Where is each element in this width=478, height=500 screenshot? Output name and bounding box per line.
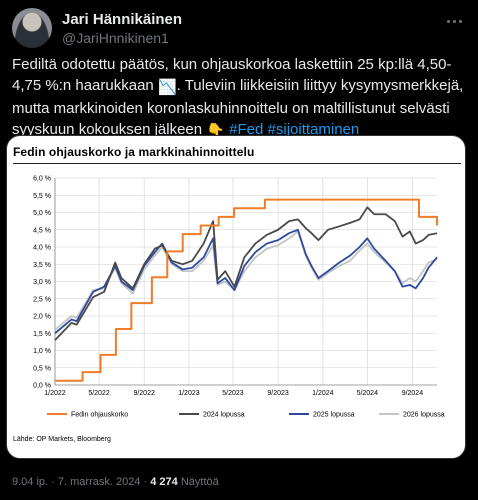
title-rule <box>13 163 461 164</box>
y-tick-label: 1,5 % <box>33 331 51 338</box>
y-tick-label: 1,0 % <box>33 348 51 355</box>
y-tick-label: 4,5 % <box>33 227 51 234</box>
tweet-date[interactable]: 7. marrask. 2024 <box>57 476 141 488</box>
meta-separator-2: · <box>143 476 148 488</box>
y-tick-label: 4,0 % <box>33 245 51 252</box>
series-line-3 <box>54 228 438 334</box>
series-line-1 <box>55 198 438 382</box>
legend-label: Fedin ohjauskorko <box>71 412 128 419</box>
x-tick-label: 1/2023 <box>178 390 200 397</box>
legend-label: 2026 lopussa <box>403 412 445 419</box>
tweet-meta: 9.04 ip. · 7. marrask. 2024 · 4 274 Näyt… <box>12 476 219 488</box>
legend-label: 2025 lopussa <box>313 412 355 419</box>
more-dots-icon[interactable] <box>442 12 466 30</box>
tweet-header: Jari Hännikäinen @JariHnnikinen1 <box>12 8 466 48</box>
y-tick-label: 6,0 % <box>33 176 51 183</box>
tweet-text: Fediltä odotettu päätös, kun ohjauskorko… <box>12 54 468 142</box>
x-tick-label: 5/2022 <box>88 390 110 397</box>
y-tick-label: 0,0 % <box>33 383 51 390</box>
view-label: Näyttöä <box>180 476 219 488</box>
legend-label: 2024 lopussa <box>203 412 245 419</box>
view-count: 4 274 <box>150 476 178 488</box>
tweet-text-part1: Fediltä odotettu päätös, kun ohjauskorko… <box>12 56 452 94</box>
y-tick-label: 0,5 % <box>33 365 51 372</box>
y-tick-label: 2,0 % <box>33 314 51 321</box>
x-tick-label: 5/2023 <box>222 390 244 397</box>
x-tick-label: 5/2024 <box>357 390 379 397</box>
x-tick-label: 1/2024 <box>312 390 334 397</box>
author-name[interactable]: Jari Hännikäinen <box>62 11 183 28</box>
chart-svg: 0,0 % 0,5 % 1,0 % 1,5 % 2,0 % 2,5 % 3,0 % 3,5 %… <box>33 176 445 419</box>
hashtag-sijoittaminen[interactable]: #sijoittaminen <box>267 121 360 138</box>
chart-decreasing-emoji: 📉 <box>157 79 177 96</box>
y-tick-label: 5,5 % <box>33 193 51 200</box>
chart-title: Fedin ohjauskorko ja markkinahinnoittelu <box>13 145 255 159</box>
avatar[interactable] <box>12 8 52 48</box>
series-line-4 <box>54 230 438 331</box>
x-tick-label: 9/2023 <box>267 390 289 397</box>
hashtag-fed[interactable]: #Fed <box>229 121 264 138</box>
tweet-text-part2: . Tuleviin liikkeisiin liittyy kysymysme… <box>12 77 464 138</box>
x-tick-label: 1/2022 <box>44 390 66 397</box>
y-tick-label: 3,5 % <box>33 262 51 269</box>
x-tick-label: 9/2024 <box>402 390 424 397</box>
tweet-time[interactable]: 9.04 ip. <box>12 476 49 488</box>
chart-source: Lähde: OP Markets, Bloomberg <box>13 436 111 443</box>
meta-separator-1: · <box>51 476 55 488</box>
x-tick-label: 9/2022 <box>133 390 155 397</box>
series-line-2 <box>54 206 438 341</box>
y-tick-label: 5,0 % <box>33 210 51 217</box>
chart-image[interactable]: Fedin ohjauskorko ja markkinahinnoittelu… <box>6 135 466 459</box>
author-handle[interactable]: @JariHnnikinen1 <box>62 30 169 46</box>
y-tick-label: 3,0 % <box>33 279 51 286</box>
y-tick-label: 2,5 % <box>33 296 51 303</box>
